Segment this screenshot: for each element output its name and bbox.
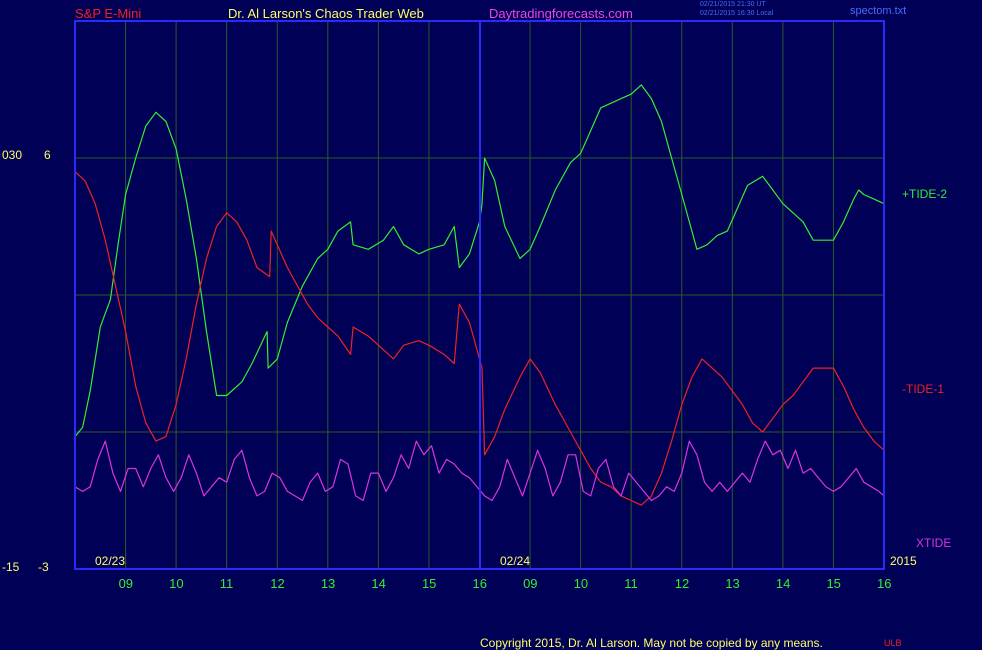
x-tick-label: 13 (320, 576, 336, 591)
legend-tide-minus: -TIDE-1 (902, 382, 944, 396)
x-tick-label: 14 (775, 576, 791, 591)
data-file-label: spectom.txt (850, 5, 907, 17)
timestamp-ut: 02/21/2015 21:30 UT (700, 1, 766, 8)
x-tick-label: 15 (826, 576, 841, 591)
x-tick-label: 12 (270, 576, 285, 591)
x-tick-label: 11 (219, 576, 234, 591)
legend-tide-plus: +TIDE-2 (902, 187, 948, 201)
date-label-first: 02/23 (95, 554, 126, 568)
x-tick-label: 11 (624, 576, 638, 591)
y-label-top-outer: 030 (2, 148, 23, 162)
x-tick-label: 16 (877, 576, 892, 591)
footer-mark: ULB (884, 638, 902, 648)
x-tick-label: 12 (674, 576, 690, 591)
x-tick-label: 10 (573, 576, 589, 591)
x-tick-label: 10 (169, 576, 184, 591)
timestamp-local: 02/21/2015 16:30 Local (700, 10, 774, 17)
year-label: 2015 (890, 554, 917, 568)
x-tick-label: 09 (523, 576, 538, 591)
x-tick-label: 09 (118, 576, 134, 591)
author-label: Dr. Al Larson's Chaos Trader Web (228, 6, 424, 21)
y-label-bottom-outer: -15 (2, 560, 20, 574)
legend-xtide: XTIDE (916, 536, 952, 550)
x-tick-label: 14 (371, 576, 386, 591)
x-tick-label: 13 (725, 576, 740, 591)
instrument-label: S&P E-Mini (75, 6, 142, 21)
y-label-top-inner: 6 (44, 148, 51, 162)
x-tick-label: 15 (421, 576, 437, 591)
y-label-bottom-inner: -3 (38, 560, 49, 574)
date-label-second: 02/24 (500, 554, 531, 568)
x-tick-label: 16 (472, 576, 487, 591)
site-link[interactable]: Daytradingforecasts.com (489, 6, 633, 21)
copyright-notice: Copyright 2015, Dr. Al Larson. May not b… (480, 636, 823, 650)
